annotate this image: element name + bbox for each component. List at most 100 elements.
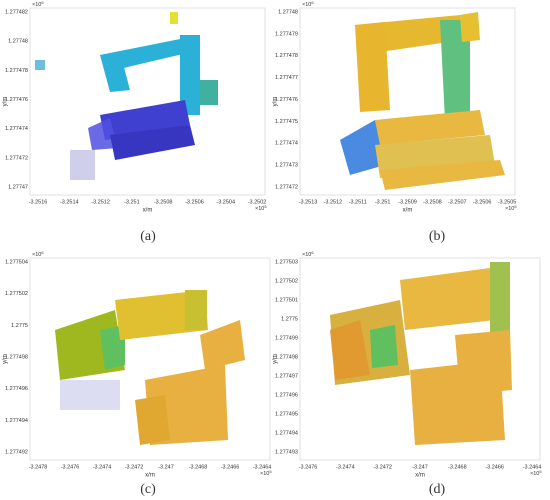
exp-power: 6: [311, 250, 314, 255]
exp-base: ×10: [302, 2, 311, 8]
point-cloud: [55, 290, 245, 445]
x-exponent: ×105: [255, 204, 267, 212]
x-tick-label: -3.2478: [29, 464, 48, 470]
exp-base: ×10: [32, 2, 41, 8]
x-tick-label: -3.2508: [423, 199, 442, 205]
y-tick-label: 1.277474: [275, 141, 298, 147]
exp-base: ×10: [302, 252, 311, 258]
caption: (c): [140, 482, 156, 497]
x-tick-label: -3.2468: [448, 464, 467, 470]
y-tick-label: 1.277493: [275, 449, 298, 455]
y-tick-label: 1.277496: [5, 386, 28, 392]
x-tick-label: -3.2507: [448, 199, 467, 205]
exp-base: ×10: [530, 471, 539, 477]
y-tick-label: 1.277478: [5, 68, 28, 74]
exp-power: 5: [514, 204, 517, 209]
x-exponent: ×105: [505, 204, 517, 212]
axes-frame: [299, 257, 541, 461]
x-tick-label: -3.2468: [189, 464, 208, 470]
x-tick-label: -3.251: [375, 199, 391, 205]
y-tick-label: 1.277494: [275, 430, 298, 436]
y-tick-label: 1.27748: [8, 39, 28, 45]
exp-power: 6: [41, 250, 44, 255]
exp-power: 5: [264, 204, 267, 209]
y-tick-label: 1.277472: [5, 155, 28, 161]
x-tick-label: -3.2504: [216, 199, 235, 205]
y-tick-label: 1.277497: [275, 373, 298, 379]
y-tick-label: 1.277475: [275, 119, 298, 125]
y-tick-label: 1.277494: [5, 418, 28, 424]
x-axis-label: x/m: [143, 208, 153, 214]
y-tick-label: 1.277498: [275, 354, 298, 360]
x-tick-label: -3.2476: [61, 464, 80, 470]
y-tick-label: 1.27748: [278, 9, 298, 15]
axes-frame: [299, 7, 516, 196]
exp-power: 6: [41, 0, 44, 5]
x-tick-label: -3.251: [124, 199, 140, 205]
exp-power: 5: [269, 469, 272, 474]
x-tick-label: -3.2512: [324, 199, 343, 205]
x-tick-label: -3.2502: [248, 199, 267, 205]
exp-power: 5: [539, 469, 542, 474]
y-tick-label: 1.277503: [275, 259, 298, 265]
y-axis-label: y/m: [3, 354, 9, 364]
caption: (b): [429, 229, 446, 244]
x-tick-label: -3.2506: [473, 199, 492, 205]
x-tick-label: -3.2464: [523, 464, 542, 470]
y-tick-label: 1.277472: [275, 184, 298, 190]
y-tick-label: 1.277476: [5, 97, 28, 103]
x-tick-label: -3.2476: [299, 464, 318, 470]
y-tick-label: 1.277477: [275, 75, 298, 81]
y-tick-label: 1.277498: [5, 354, 28, 360]
y-tick-label: 1.277502: [275, 278, 298, 284]
y-tick-label: 1.2775: [11, 323, 28, 329]
y-tick-label: 1.277476: [275, 97, 298, 103]
y-tick-label: 1.277473: [275, 163, 298, 169]
x-exponent: ×105: [260, 469, 272, 477]
x-exponent: ×105: [530, 469, 542, 477]
x-tick-label: -3.2516: [29, 199, 48, 205]
y-tick-label: 1.277482: [5, 9, 28, 15]
y-tick-label: 1.277474: [5, 126, 28, 132]
y-tick-label: 1.277499: [275, 335, 298, 341]
y-axis-label: y/m: [3, 97, 9, 107]
y-tick-label: 1.277479: [275, 31, 298, 37]
exp-base: ×10: [32, 252, 41, 258]
y-axis-label: y/m: [273, 97, 279, 107]
y-tick-label: 1.277502: [5, 291, 28, 297]
exp-base: ×10: [260, 471, 269, 477]
x-tick-label: -3.2511: [349, 199, 367, 205]
point-cloud: [330, 262, 512, 445]
x-tick-label: -3.247: [158, 464, 174, 470]
x-tick-label: -3.2466: [221, 464, 240, 470]
x-tick-label: -3.2513: [299, 199, 318, 205]
axes-frame: [29, 7, 266, 196]
y-exponent: ×106: [32, 0, 44, 8]
y-exponent: ×106: [302, 0, 314, 8]
x-tick-label: -3.2466: [485, 464, 504, 470]
x-tick-label: -3.247: [412, 464, 428, 470]
x-tick-label: -3.2509: [398, 199, 417, 205]
y-exponent: ×106: [32, 250, 44, 258]
x-axis-label: x/m: [403, 208, 413, 214]
x-tick-label: -3.2464: [253, 464, 272, 470]
x-tick-label: -3.2474: [336, 464, 355, 470]
y-tick-label: 1.27747: [8, 184, 28, 190]
x-tick-label: -3.2505: [498, 199, 517, 205]
axes-frame: [29, 257, 271, 461]
y-axis-label: y/m: [273, 354, 279, 364]
exp-base: ×10: [505, 206, 514, 212]
point-cloud: [35, 12, 218, 180]
x-tick-label: -3.2506: [185, 199, 204, 205]
x-tick-label: -3.2474: [93, 464, 112, 470]
x-tick-label: -3.2508: [154, 199, 173, 205]
y-tick-label: 1.2775: [281, 316, 298, 322]
y-tick-label: 1.277496: [275, 392, 298, 398]
x-tick-label: -3.2472: [125, 464, 144, 470]
y-tick-label: 1.277492: [5, 449, 28, 455]
y-tick-label: 1.277478: [275, 53, 298, 59]
point-cloud: [340, 12, 505, 190]
x-axis-label: x/m: [145, 473, 155, 479]
x-tick-label: -3.2514: [60, 199, 79, 205]
